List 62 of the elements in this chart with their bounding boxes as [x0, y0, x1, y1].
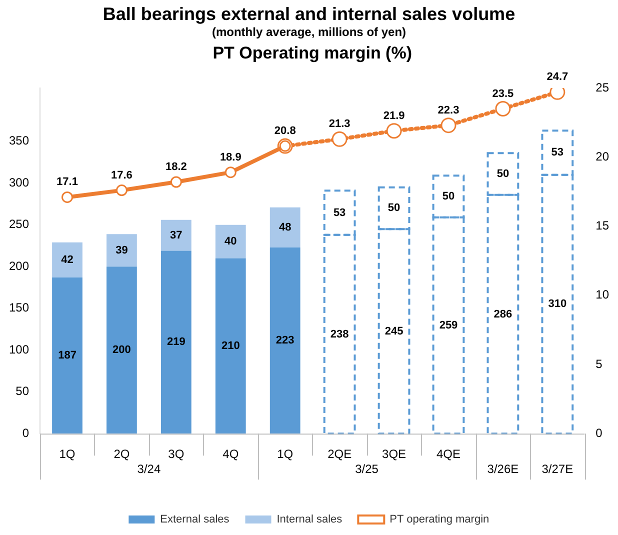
- data-label: 187: [58, 350, 76, 362]
- legend-label: PT operating margin: [390, 514, 490, 526]
- data-label: 245: [384, 325, 404, 338]
- data-label: 20.8: [274, 125, 296, 138]
- y-tick-label: 300: [8, 175, 30, 190]
- data-label: 21.3: [328, 118, 350, 130]
- data-label: 223: [276, 334, 294, 347]
- data-label: 22.3: [438, 104, 460, 116]
- y2-tick-label: 10: [596, 288, 610, 302]
- x-tick-label: 3QE: [382, 447, 406, 462]
- data-label: 18.9: [220, 151, 242, 164]
- data-label: 200: [112, 344, 131, 356]
- y2-tick-label: 15: [596, 218, 610, 233]
- data-label: 219: [167, 336, 186, 348]
- y-tick-label: 0: [22, 426, 30, 440]
- y-tick-label: 150: [8, 300, 30, 315]
- data-label: 21.9: [383, 110, 405, 122]
- data-label: 50: [442, 190, 455, 203]
- x-tick-label: 2Q: [114, 447, 130, 462]
- data-label: 18.2: [165, 161, 187, 174]
- data-label: 210: [221, 340, 240, 352]
- data-label: 37: [170, 229, 182, 242]
- data-label: 23.5: [492, 88, 514, 100]
- data-label: 17.6: [111, 169, 132, 182]
- data-label: 17.1: [56, 176, 78, 188]
- data-label: 48: [278, 221, 292, 234]
- text: 3/25: [355, 462, 379, 476]
- data-label: 40: [224, 236, 237, 248]
- chart-subtitle: (monthly average, millions of yen): [212, 25, 406, 40]
- x-tick-label: 1Q: [277, 447, 294, 462]
- x-tick-label: 3Q: [168, 447, 184, 462]
- data-label: 310: [548, 298, 567, 310]
- chart-title: Ball bearings external and internal sales volume: [102, 4, 516, 24]
- legend-label: External sales: [160, 514, 230, 526]
- x-tick-label: 4Q: [222, 447, 239, 462]
- text: 3/26E: [487, 462, 519, 476]
- y-tick-label: 350: [8, 134, 30, 148]
- y2-axis-title: PT Operating margin (%): [212, 44, 412, 63]
- data-label: 259: [439, 320, 458, 332]
- y-tick-label: 50: [16, 384, 30, 398]
- y-tick-label: 250: [8, 217, 30, 232]
- data-label: 42: [61, 254, 74, 266]
- data-label: 53: [333, 206, 346, 219]
- y2-tick-label: 20: [596, 149, 610, 164]
- y-tick-label: 100: [8, 342, 30, 356]
- legend-label: Internal sales: [276, 514, 343, 526]
- text: 3/27E: [542, 462, 574, 476]
- text: 3/24: [137, 462, 161, 476]
- y-tick-label: 200: [8, 258, 30, 273]
- data-label: 53: [551, 146, 564, 159]
- y2-tick-label: 25: [596, 80, 610, 94]
- y2-tick-label: 0: [596, 426, 603, 440]
- data-label: 286: [494, 308, 512, 320]
- data-label: 50: [496, 168, 510, 180]
- x-tick-label: 2QE: [328, 447, 352, 462]
- data-label: 50: [388, 202, 400, 214]
- y2-tick-label: 5: [596, 356, 603, 371]
- x-tick-label: 1Q: [59, 447, 76, 462]
- x-tick-label: 4QE: [436, 447, 460, 462]
- data-label: 39: [116, 244, 128, 256]
- data-label: 24.7: [546, 71, 568, 84]
- data-label: 238: [330, 328, 349, 340]
